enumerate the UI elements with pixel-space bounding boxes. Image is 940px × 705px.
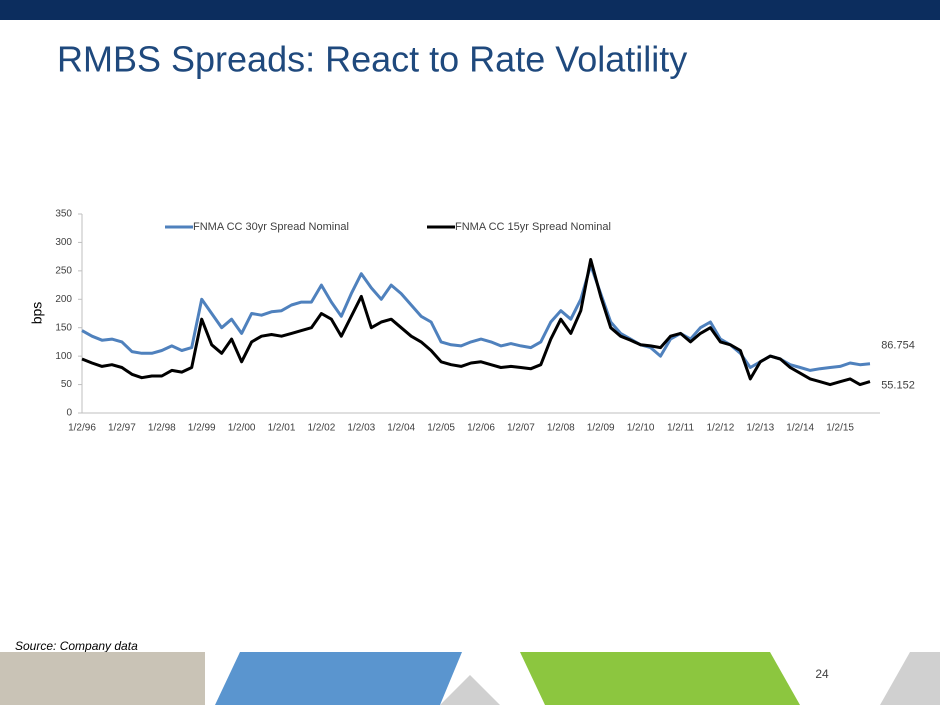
x-tick-label: 1/2/14	[786, 423, 814, 434]
series-line	[81, 258, 871, 387]
y-tick-label: 0	[66, 408, 72, 419]
x-tick-label: 1/2/01	[268, 423, 296, 434]
end-value-label: 86.754	[881, 340, 915, 352]
y-axis-label: bps	[29, 302, 45, 325]
x-tick-label: 1/2/08	[547, 423, 575, 434]
end-value-label: 55.152	[881, 380, 915, 392]
footer-images	[0, 652, 940, 705]
slide-title: RMBS Spreads: React to Rate Volatility	[57, 39, 687, 80]
x-tick-label: 1/2/15	[826, 423, 854, 434]
x-tick-label: 1/2/09	[587, 423, 615, 434]
x-tick-label: 1/2/00	[228, 423, 256, 434]
page-number: 24	[815, 667, 829, 681]
y-tick-label: 50	[61, 379, 73, 390]
y-tick-label: 100	[55, 351, 72, 362]
x-tick-label: 1/2/05	[427, 423, 455, 434]
legend-label: FNMA CC 30yr Spread Nominal	[193, 221, 349, 233]
y-tick-label: 350	[55, 209, 72, 220]
x-tick-label: 1/2/96	[68, 423, 96, 434]
source-note: Source: Company data	[15, 639, 138, 653]
x-tick-label: 1/2/03	[347, 423, 375, 434]
x-tick-label: 1/2/12	[706, 423, 734, 434]
x-tick-label: 1/2/02	[307, 423, 335, 434]
y-tick-label: 150	[55, 322, 72, 333]
x-tick-label: 1/2/11	[667, 423, 694, 434]
x-tick-label: 1/2/04	[387, 423, 415, 434]
x-tick-label: 1/2/97	[108, 423, 136, 434]
header-bar	[0, 0, 940, 20]
x-tick-label: 1/2/98	[148, 423, 176, 434]
y-tick-label: 250	[55, 265, 72, 276]
x-tick-label: 1/2/13	[746, 423, 774, 434]
series-line	[81, 263, 871, 372]
y-tick-label: 200	[55, 294, 72, 305]
x-tick-label: 1/2/07	[507, 423, 535, 434]
x-tick-label: 1/2/99	[188, 423, 216, 434]
legend-label: FNMA CC 15yr Spread Nominal	[455, 221, 611, 233]
x-tick-label: 1/2/10	[627, 423, 655, 434]
y-tick-label: 300	[55, 237, 72, 248]
x-tick-label: 1/2/06	[467, 423, 495, 434]
